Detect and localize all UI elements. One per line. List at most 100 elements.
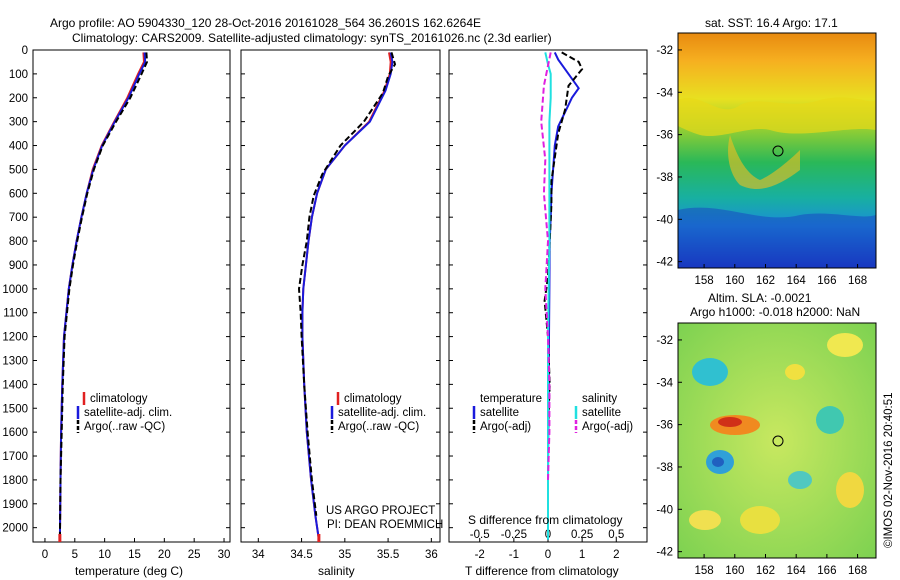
map-ytick-label: -32 bbox=[656, 45, 673, 57]
sla-map bbox=[678, 323, 876, 558]
legend-salinity-title: salinity bbox=[582, 393, 617, 405]
s-diff-tick-label: 0.25 bbox=[571, 529, 593, 541]
series-temperature-climatology bbox=[58, 52, 146, 540]
sla-title-line2: Argo h1000: -0.018 h2000: NaN bbox=[690, 305, 860, 319]
map-ytick-label: -40 bbox=[656, 214, 673, 226]
depth-tick-label: 1300 bbox=[2, 355, 28, 367]
difference-legend: temperature salinity satellite Argo(-adj… bbox=[472, 393, 633, 433]
legend-t-satellite: satellite bbox=[480, 407, 519, 419]
t-diff-tick-label: 0 bbox=[545, 549, 551, 561]
t-diff-tick-label: 1 bbox=[579, 549, 585, 561]
legend-temperature-title: temperature bbox=[480, 393, 542, 405]
salinity-tick-label: 34.5 bbox=[290, 549, 312, 561]
series-temperature-satellite-adj-clim- bbox=[58, 52, 147, 540]
temperature-xlabel: temperature (deg C) bbox=[75, 564, 183, 578]
temperature-panel bbox=[32, 49, 231, 543]
map-ytick-label: -36 bbox=[656, 420, 673, 432]
salinity-tick-label: 34 bbox=[252, 549, 265, 561]
map-xtick-label: 158 bbox=[694, 275, 713, 287]
sst-title: sat. SST: 16.4 Argo: 17.1 bbox=[705, 16, 838, 30]
map-xtick-label: 160 bbox=[725, 565, 744, 577]
title-line2: Climatology: CARS2009. Satellite-adjuste… bbox=[72, 31, 552, 45]
salinity-xlabel: salinity bbox=[318, 564, 355, 578]
series-difference-satellite bbox=[547, 51, 580, 540]
map-ytick-label: -38 bbox=[656, 172, 673, 184]
t-difference-xlabel: T difference from climatology bbox=[465, 564, 619, 578]
t-diff-tick-label: -2 bbox=[475, 549, 485, 561]
t-diff-tick-label: -1 bbox=[509, 549, 519, 561]
temperature-series bbox=[58, 52, 149, 542]
depth-tick-label: 1400 bbox=[2, 379, 28, 391]
depth-tick-label: 800 bbox=[9, 236, 28, 248]
series-salinity-climatology bbox=[301, 52, 392, 540]
difference-series bbox=[540, 51, 584, 540]
depth-tick-label: 0 bbox=[22, 45, 28, 57]
temperature-tick-label: 0 bbox=[42, 549, 48, 561]
salinity-tick-label: 35.5 bbox=[377, 549, 399, 561]
depth-tick-label: 400 bbox=[9, 141, 28, 153]
credit-pi: PI: DEAN ROEMMICH bbox=[327, 519, 443, 531]
depth-tick-label: 300 bbox=[9, 117, 28, 129]
depth-tick-label: 1700 bbox=[2, 451, 28, 463]
s-difference-xlabel: S difference from climatology bbox=[468, 513, 623, 527]
sla-title-line1: Altim. SLA: -0.0021 bbox=[708, 291, 812, 305]
salinity-series bbox=[297, 52, 397, 542]
map-ytick-label: -32 bbox=[656, 335, 673, 347]
series-temperature-argo-raw-qc- bbox=[58, 52, 149, 540]
temperature-tick-label: 10 bbox=[98, 549, 111, 561]
depth-tick-label: 1800 bbox=[2, 475, 28, 487]
depth-tick-label: 1900 bbox=[2, 499, 28, 511]
map-ytick-label: -34 bbox=[656, 377, 673, 389]
temperature-tick-label: 30 bbox=[218, 549, 231, 561]
title-line1: Argo profile: AO 5904330_120 28-Oct-2016… bbox=[50, 16, 481, 30]
map-xtick-label: 166 bbox=[817, 275, 836, 287]
legend-climatology: climatology bbox=[90, 393, 148, 405]
map-ytick-label: -38 bbox=[656, 462, 673, 474]
legend-satellite: satellite-adj. clim. bbox=[338, 407, 426, 419]
depth-tick-label: 2000 bbox=[2, 523, 28, 535]
legend-satellite: satellite-adj. clim. bbox=[84, 407, 172, 419]
map-xtick-label: 168 bbox=[848, 565, 867, 577]
legend-argo: Argo(..raw -QC) bbox=[84, 421, 165, 433]
series-salinity-argo-raw-qc- bbox=[297, 52, 397, 516]
map-xtick-label: 164 bbox=[787, 275, 807, 287]
salinity-tick-label: 36 bbox=[425, 549, 438, 561]
series-difference-argo-adj- bbox=[540, 52, 552, 480]
map-xtick-label: 168 bbox=[848, 275, 867, 287]
salinity-x-axis: 34 34.5 35 35.5 36 bbox=[252, 538, 438, 561]
t-diff-tick-label: 2 bbox=[613, 549, 619, 561]
salinity-tick-label: 35 bbox=[338, 549, 351, 561]
map-ytick-label: -34 bbox=[656, 87, 673, 99]
legend-t-argo: Argo(-adj) bbox=[480, 421, 531, 433]
legend-climatology: climatology bbox=[344, 393, 402, 405]
depth-axis: 0 100 200 300 400 500 600 700 800 900 1000 1100 1200… bbox=[2, 45, 647, 535]
sst-map-axes: 158 160 162 164 166 168 -32 -34 -36 -38 -40 -42 bbox=[656, 45, 867, 287]
sst-map-frame bbox=[677, 32, 877, 269]
depth-tick-label: 200 bbox=[9, 93, 28, 105]
s-diff-tick-label: -0.5 bbox=[470, 529, 490, 541]
depth-tick-label: 700 bbox=[9, 212, 28, 224]
s-diff-tick-label: 0.5 bbox=[608, 529, 624, 541]
map-ytick-label: -42 bbox=[656, 257, 673, 269]
sla-map-frame bbox=[677, 322, 877, 559]
depth-tick-label: 900 bbox=[9, 260, 28, 272]
temperature-tick-label: 20 bbox=[158, 549, 171, 561]
map-xtick-label: 162 bbox=[756, 565, 775, 577]
temperature-tick-label: 5 bbox=[72, 549, 78, 561]
salinity-panel bbox=[240, 49, 441, 543]
temperature-tick-label: 15 bbox=[128, 549, 141, 561]
depth-tick-label: 1000 bbox=[2, 284, 28, 296]
series-salinity-satellite-adj-clim- bbox=[301, 52, 394, 540]
temperature-legend: climatology satellite-adj. clim. Argo(..… bbox=[76, 392, 172, 433]
map-ytick-label: -42 bbox=[656, 547, 673, 559]
map-ytick-label: -36 bbox=[656, 130, 673, 142]
temperature-tick-label: 25 bbox=[188, 549, 201, 561]
map-xtick-label: 158 bbox=[694, 565, 713, 577]
depth-tick-label: 1200 bbox=[2, 332, 28, 344]
depth-tick-label: 100 bbox=[9, 69, 28, 81]
map-ytick-label: -40 bbox=[656, 504, 673, 516]
salinity-legend: climatology satellite-adj. clim. Argo(..… bbox=[326, 392, 443, 531]
depth-tick-label: 1100 bbox=[3, 308, 28, 320]
depth-tick-label: 600 bbox=[9, 188, 28, 200]
